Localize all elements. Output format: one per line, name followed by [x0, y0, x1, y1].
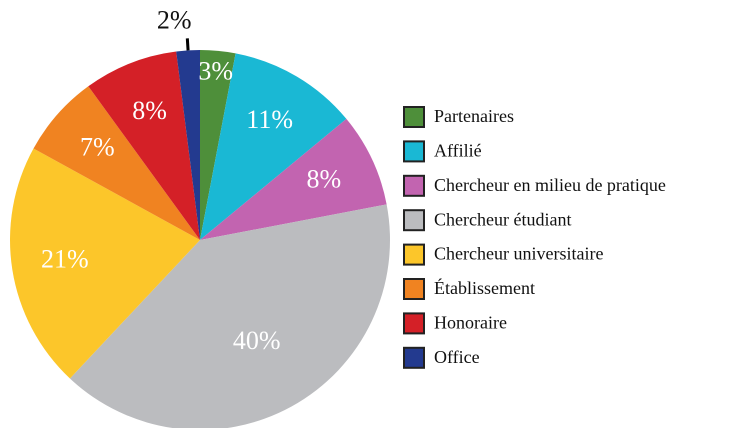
slice-label: 7% — [80, 133, 115, 162]
pie-slice — [176, 50, 200, 240]
legend-label: Honoraire — [434, 313, 507, 333]
legend-label: Partenaires — [434, 106, 514, 126]
legend-label: Affilié — [434, 141, 482, 161]
pie-slice — [9, 148, 200, 379]
pie-slice — [200, 50, 236, 240]
legend-label: Chercheur universitaire — [434, 244, 603, 264]
legend-label: Établissement — [434, 277, 535, 298]
pie-slice — [88, 51, 200, 241]
legend-swatch — [403, 278, 425, 300]
slice-label: 8% — [132, 96, 167, 125]
legend-label: Chercheur en milieu de pratique — [434, 175, 666, 195]
slice-label: 3% — [198, 57, 233, 86]
legend-label: Office — [434, 347, 480, 367]
slice-label: 8% — [306, 165, 341, 194]
legend-label: Chercheur étudiant — [434, 209, 571, 229]
slice-label: 11% — [246, 105, 293, 134]
slice-label: 2% — [157, 5, 192, 34]
legend-swatch — [403, 312, 425, 335]
pie-slice — [200, 118, 387, 240]
legend-swatch — [403, 243, 425, 266]
legend-swatch — [403, 140, 425, 163]
slice-label: 40% — [233, 326, 281, 355]
pie-slice — [200, 53, 347, 241]
legend-swatch — [403, 346, 425, 369]
legend-swatch — [403, 174, 425, 197]
pie-slice — [33, 86, 200, 240]
leader-line — [185, 38, 190, 51]
legend-swatch — [403, 209, 425, 232]
legend-swatch — [403, 106, 425, 128]
slice-label: 21% — [41, 244, 89, 273]
pie-slice — [69, 204, 390, 428]
